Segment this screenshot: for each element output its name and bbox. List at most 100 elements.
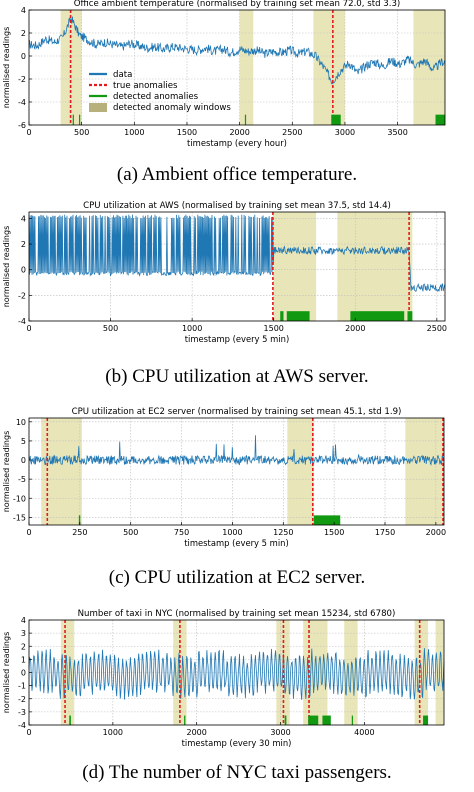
legend-label: detected anomalies bbox=[113, 92, 199, 102]
data-series-line bbox=[28, 16, 446, 85]
detected-anomaly-mark bbox=[69, 715, 71, 725]
detected-anomaly-mark bbox=[280, 311, 284, 321]
x-tick-label: 500 bbox=[74, 128, 89, 137]
plot-frame bbox=[28, 9, 446, 126]
y-tick-label: -4 bbox=[18, 721, 26, 730]
anomaly-window bbox=[273, 212, 317, 321]
y-axis-label: normalised readings bbox=[2, 632, 11, 714]
y-axis-label: normalised readings bbox=[2, 27, 11, 109]
x-tick-label: 3000 bbox=[270, 728, 290, 737]
caption-d: (d) The number of NYC taxi passengers. bbox=[82, 762, 392, 783]
x-tick-label: 1250 bbox=[273, 528, 293, 537]
detected-anomaly-mark bbox=[284, 715, 287, 725]
caption-b: (b) CPU utilization at AWS server. bbox=[105, 366, 369, 387]
y-axis-label: normalised readings bbox=[2, 431, 11, 513]
panel-a: Office ambient temperature (normalised b… bbox=[0, 0, 474, 192]
y-tick-label: 4 bbox=[21, 616, 26, 625]
detected-anomaly-mark bbox=[78, 515, 81, 525]
y-tick-label: 0 bbox=[21, 456, 26, 465]
y-tick-label: 4 bbox=[21, 214, 26, 223]
legend-swatch-windows bbox=[89, 103, 107, 112]
y-tick-label: -2 bbox=[18, 75, 26, 84]
detected-anomaly-mark bbox=[184, 715, 186, 725]
detected-anomaly-mark bbox=[423, 715, 429, 725]
caption-c: (c) CPU utilization at EC2 server. bbox=[108, 567, 366, 588]
y-tick-label: 1 bbox=[21, 655, 26, 664]
chart-title: Office ambient temperature (normalised b… bbox=[74, 0, 401, 9]
detected-anomaly-mark bbox=[351, 715, 353, 725]
x-tick-label: 1000 bbox=[103, 728, 123, 737]
y-tick-label: -6 bbox=[18, 121, 26, 130]
x-tick-label: 3500 bbox=[387, 128, 407, 137]
x-tick-label: 750 bbox=[174, 528, 189, 537]
anomaly-window bbox=[313, 10, 345, 125]
detected-anomaly-mark bbox=[286, 311, 310, 321]
x-tick-label: 0 bbox=[26, 728, 31, 737]
detected-anomaly-mark bbox=[331, 114, 341, 125]
detected-anomaly-mark bbox=[322, 715, 331, 725]
y-tick-label: -2 bbox=[18, 291, 26, 300]
y-tick-label: 0 bbox=[21, 266, 26, 275]
chart-a: Office ambient temperature (normalised b… bbox=[2, 0, 446, 148]
detected-anomaly-mark bbox=[72, 114, 74, 125]
x-tick-label: 2000 bbox=[345, 324, 365, 333]
legend-label: data bbox=[113, 70, 132, 80]
chart-title: CPU utilization at AWS (normalised by tr… bbox=[83, 201, 391, 211]
y-tick-label: -3 bbox=[18, 708, 26, 717]
x-tick-label: 2500 bbox=[282, 128, 302, 137]
panel-d: Number of taxi in NYC (normalised by tra… bbox=[0, 604, 474, 792]
x-axis-label: timestamp (every 30 min) bbox=[182, 738, 292, 748]
plot-frame bbox=[28, 417, 445, 526]
chart-title: CPU utilization at EC2 server (normalise… bbox=[72, 407, 402, 417]
x-tick-label: 1750 bbox=[375, 528, 395, 537]
data-series-line bbox=[28, 214, 446, 293]
detected-anomaly-mark bbox=[350, 311, 405, 321]
x-tick-label: 1500 bbox=[177, 128, 197, 137]
detected-anomaly-mark bbox=[407, 311, 413, 321]
anomaly-window bbox=[413, 10, 445, 125]
chart-b: CPU utilization at AWS (normalised by tr… bbox=[2, 201, 447, 344]
y-tick-label: 2 bbox=[21, 240, 26, 249]
x-tick-label: 2000 bbox=[186, 728, 206, 737]
y-tick-label: 4 bbox=[21, 6, 26, 15]
y-tick-label: -1 bbox=[18, 682, 26, 691]
detected-anomaly-mark bbox=[313, 515, 341, 525]
x-tick-label: 3000 bbox=[335, 128, 355, 137]
y-tick-label: -2 bbox=[18, 695, 26, 704]
y-tick-label: -5 bbox=[18, 475, 26, 484]
detected-anomaly-mark bbox=[308, 715, 319, 725]
x-tick-label: 1000 bbox=[182, 324, 202, 333]
chart-c: CPU utilization at EC2 server (normalise… bbox=[2, 407, 446, 548]
chart-title: Number of taxi in NYC (normalised by tra… bbox=[78, 609, 396, 619]
y-tick-label: 0 bbox=[21, 669, 26, 678]
detected-anomaly-mark bbox=[244, 114, 247, 125]
x-tick-label: 4000 bbox=[354, 728, 374, 737]
x-tick-label: 1500 bbox=[264, 324, 284, 333]
y-axis-label: normalised readings bbox=[2, 226, 11, 308]
caption-a: (a) Ambient office temperature. bbox=[116, 164, 358, 185]
detected-anomaly-mark bbox=[435, 114, 445, 125]
detected-anomaly-mark bbox=[79, 114, 81, 125]
y-tick-label: -4 bbox=[18, 98, 26, 107]
x-tick-label: 250 bbox=[72, 528, 87, 537]
anomaly-window bbox=[337, 212, 413, 321]
x-tick-label: 2000 bbox=[426, 528, 446, 537]
y-tick-label: 3 bbox=[21, 629, 26, 638]
x-tick-label: 0 bbox=[26, 128, 31, 137]
panel-c: CPU utilization at EC2 server (normalise… bbox=[0, 400, 474, 600]
x-tick-label: 500 bbox=[103, 324, 118, 333]
anomaly-window bbox=[405, 418, 444, 525]
x-tick-label: 1000 bbox=[124, 128, 144, 137]
x-tick-label: 0 bbox=[26, 324, 31, 333]
y-tick-label: 2 bbox=[21, 642, 26, 651]
x-tick-label: 0 bbox=[26, 528, 31, 537]
x-tick-label: 500 bbox=[123, 528, 138, 537]
y-tick-label: 0 bbox=[21, 52, 26, 61]
anomaly-window bbox=[287, 418, 314, 525]
data-series-line bbox=[28, 435, 445, 466]
y-tick-label: -15 bbox=[13, 513, 26, 522]
y-tick-label: 5 bbox=[21, 437, 26, 446]
x-tick-label: 1000 bbox=[222, 528, 242, 537]
y-tick-label: -4 bbox=[18, 317, 26, 326]
plot-frame bbox=[28, 211, 446, 322]
